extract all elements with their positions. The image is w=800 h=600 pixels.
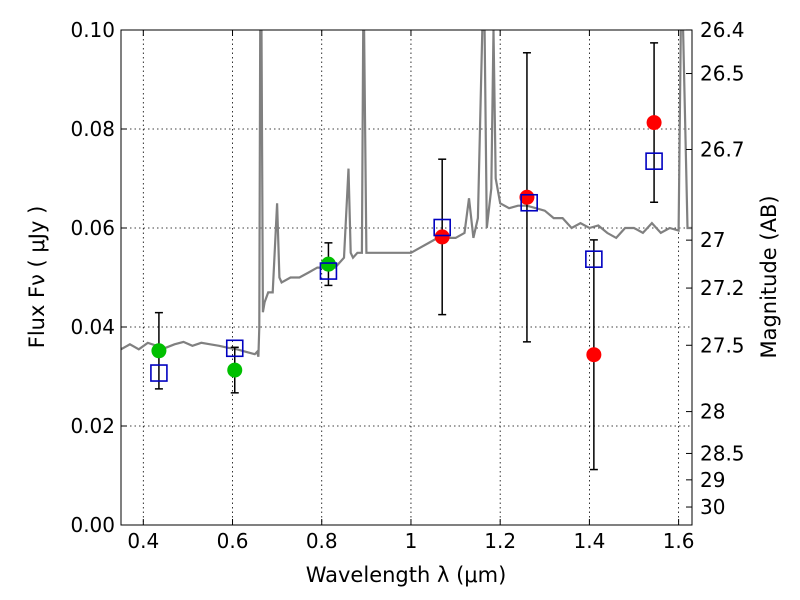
red-data-point <box>646 115 662 131</box>
y-tick-label: 0.00 <box>70 513 115 537</box>
grid-layer <box>121 29 692 526</box>
y2-tick-label: 28.5 <box>700 441 745 465</box>
spectrum-layer <box>121 30 692 357</box>
y-tick-label: 0.08 <box>70 117 115 141</box>
model-spectrum-line <box>121 30 692 357</box>
red-data-point <box>586 347 602 363</box>
model-photometry-square <box>433 218 451 237</box>
y-axis-label: Flux Fν ( μJy ) <box>25 206 49 349</box>
y-tick-label: 0.02 <box>70 414 115 438</box>
y2-tick-label: 27.5 <box>700 333 745 357</box>
y2-tick-label: 30 <box>700 495 725 519</box>
y2-tick-label: 26.7 <box>700 137 745 161</box>
red-data-point <box>434 229 450 245</box>
x-tick-label: 1 <box>405 529 418 553</box>
errorbar-layer <box>154 42 659 471</box>
model-photometry-square <box>585 250 603 268</box>
tick-layer: 0.4 0.6 0.8 1 1.2 1.4 1.6 0.00 0.02 0.04 0.06 0.08 0… <box>70 18 744 553</box>
y2-axis-label: Magnitude (AB) <box>757 195 781 358</box>
model-photometry-square <box>225 339 244 358</box>
x-tick-label: 1.4 <box>573 529 605 553</box>
model-photometry-square <box>645 152 663 170</box>
marker-layer <box>150 115 663 382</box>
y2-tick-label: 28 <box>700 400 725 424</box>
y-tick-label: 0.04 <box>70 315 115 339</box>
x-tick-label: 0.4 <box>127 529 159 553</box>
x-axis-label: Wavelength λ (μm) <box>306 563 507 587</box>
y2-tick-label: 27 <box>700 228 725 252</box>
x-tick-label: 1.2 <box>484 529 516 553</box>
plot-frame <box>120 29 693 526</box>
red-data-point <box>519 189 535 205</box>
x-tick-label: 0.6 <box>217 529 249 553</box>
y2-tick-label: 26.4 <box>700 18 745 42</box>
y2-tick-label: 26.5 <box>700 62 745 86</box>
green-data-point <box>320 256 336 272</box>
green-data-point <box>227 362 243 378</box>
y-tick-label: 0.06 <box>70 216 115 240</box>
model-photometry-square <box>319 262 338 280</box>
x-tick-label: 0.8 <box>306 529 338 553</box>
x-tick-label: 1.6 <box>663 529 695 553</box>
y2-tick-label: 27.2 <box>700 276 745 300</box>
green-data-point <box>151 343 167 359</box>
y2-tick-label: 29 <box>700 468 725 492</box>
model-photometry-square <box>150 364 168 382</box>
model-photometry-square <box>520 193 538 212</box>
y-tick-label: 0.10 <box>70 18 115 42</box>
